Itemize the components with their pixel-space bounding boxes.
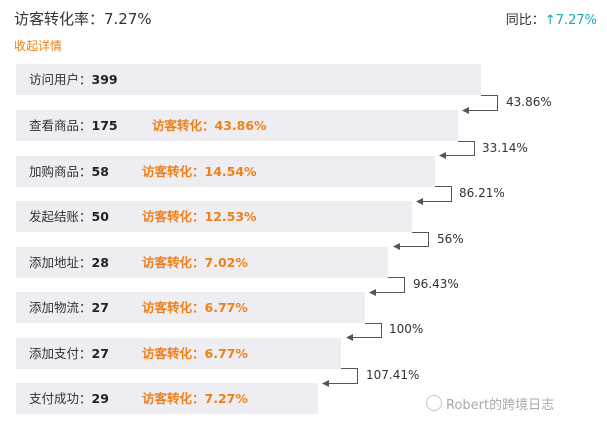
- funnel-step-label: 发起结账：50: [29, 209, 109, 224]
- funnel-conversion: 访客转化：7.02%: [142, 255, 248, 270]
- up-arrow-icon: ↑: [544, 13, 556, 28]
- collapse-details-link[interactable]: 收起详情: [14, 39, 63, 53]
- funnel-bar-add-address: 添加地址：28 访客转化：7.02%: [16, 247, 388, 278]
- connector-arrow: [416, 186, 452, 205]
- funnel-conversion: 访客转化：6.77%: [142, 346, 248, 361]
- step-rate: 56%: [437, 232, 464, 246]
- funnel-bar-add-to-cart: 加购商品：58 访客转化：14.54%: [16, 156, 435, 187]
- funnel-conversion: 访客转化：7.27%: [142, 391, 248, 406]
- conversion-rate-title: 访客转化率：7.27%: [14, 10, 152, 28]
- step-rate: 86.21%: [459, 186, 505, 200]
- step-rate: 100%: [389, 322, 424, 336]
- funnel-step-label: 支付成功：29: [29, 391, 109, 406]
- funnel-step-label: 查看商品：175: [29, 118, 118, 133]
- funnel-step-label: 添加地址：28: [29, 255, 109, 270]
- yoy-indicator: 同比：↑7.27%: [506, 9, 597, 28]
- connector-arrow: [322, 368, 358, 387]
- funnel-bar-checkout: 发起结账：50 访客转化：12.53%: [16, 201, 412, 232]
- funnel-conversion: 访客转化：12.53%: [142, 209, 257, 224]
- step-rate: 96.43%: [413, 277, 459, 291]
- watermark-logo-icon: [426, 395, 442, 411]
- step-rate: 33.14%: [482, 141, 528, 155]
- funnel-conversion: 访客转化：14.54%: [142, 164, 257, 179]
- funnel-conversion: 访客转化：6.77%: [142, 300, 248, 315]
- funnel-step-label: 访问用户：399: [29, 72, 118, 87]
- connector-arrow: [462, 95, 498, 114]
- funnel-bar-add-payment: 添加支付：27 访客转化：6.77%: [16, 338, 341, 369]
- watermark: Robert的跨境日志: [426, 394, 554, 413]
- step-rate: 107.41%: [366, 368, 420, 382]
- connector-arrow: [369, 277, 405, 296]
- funnel-bar-visitors: 访问用户：399: [16, 64, 481, 95]
- connector-arrow: [439, 141, 475, 159]
- step-rate: 43.86%: [506, 95, 552, 109]
- funnel-step-label: 加购商品：58: [29, 164, 109, 179]
- funnel-bar-payment-success: 支付成功：29 访客转化：7.27%: [16, 383, 318, 414]
- funnel-step-label: 添加物流：27: [29, 300, 109, 315]
- yoy-label: 同比：: [505, 13, 545, 28]
- funnel-bar-view-product: 查看商品：175 访客转化：43.86%: [16, 110, 458, 141]
- yoy-value: 7.27%: [555, 13, 597, 28]
- funnel-bar-add-shipping: 添加物流：27 访客转化：6.77%: [16, 292, 365, 323]
- connector-arrow: [393, 232, 429, 250]
- connector-arrow: [346, 323, 382, 341]
- funnel-step-label: 添加支付：27: [29, 346, 109, 361]
- funnel-conversion: 访客转化：43.86%: [152, 118, 267, 133]
